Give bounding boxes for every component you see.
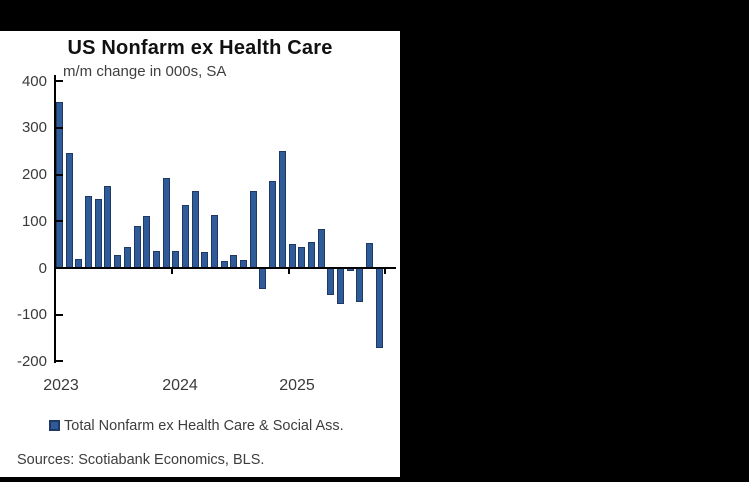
y-axis-label: 400 [21, 72, 47, 90]
bar [104, 186, 111, 268]
y-axis-line [54, 75, 56, 363]
y-axis-tick [54, 220, 63, 223]
x-axis-tick [288, 269, 290, 274]
bar [298, 247, 305, 268]
bar [153, 251, 160, 268]
x-axis-tick [384, 269, 386, 274]
bar [124, 247, 131, 268]
bar [134, 226, 141, 268]
bar [308, 242, 315, 268]
bar [279, 151, 286, 268]
y-axis-label: 0 [38, 259, 47, 277]
bar [337, 268, 344, 304]
y-axis-label: 200 [21, 166, 47, 184]
x-axis-zero-line [54, 267, 396, 269]
chart-panel: US Nonfarm ex Health Care m/m change in … [0, 31, 400, 477]
y-axis-label: 300 [21, 119, 47, 137]
chart-title: US Nonfarm ex Health Care [67, 37, 333, 59]
y-axis-tick [54, 173, 63, 176]
sources-note: Sources: Scotiabank Economics, BLS. [17, 452, 265, 468]
y-axis-tick [54, 126, 63, 129]
x-axis-tick [171, 269, 173, 274]
bar [327, 268, 334, 295]
x-axis-label: 2025 [279, 377, 315, 394]
bar [376, 268, 383, 348]
bar [356, 268, 363, 302]
bar [192, 191, 199, 268]
y-axis-tick [54, 360, 63, 363]
bar [172, 251, 179, 268]
bar [85, 196, 92, 268]
bar [366, 243, 373, 268]
x-axis-label: 2023 [43, 377, 79, 394]
x-axis-label: 2024 [162, 377, 198, 394]
plot-area: 400 300 200 100 0 -100 -200 2023 2024 2025 [0, 31, 400, 477]
bar [250, 191, 257, 268]
y-axis-label: -200 [16, 352, 47, 370]
bar [259, 268, 266, 289]
y-axis-tick [54, 80, 63, 83]
bar [163, 178, 170, 268]
chart-subtitle: m/m change in 000s, SA [63, 63, 227, 80]
bar [269, 181, 276, 268]
bar [95, 199, 102, 268]
bar [289, 244, 296, 268]
bar [143, 216, 150, 268]
bar [66, 153, 73, 268]
bar [211, 215, 218, 268]
y-axis-label: -100 [16, 306, 47, 324]
bar [201, 252, 208, 268]
y-axis-label: 100 [21, 212, 47, 230]
bar [182, 205, 189, 268]
bar [318, 229, 325, 268]
y-axis-tick [54, 313, 63, 316]
